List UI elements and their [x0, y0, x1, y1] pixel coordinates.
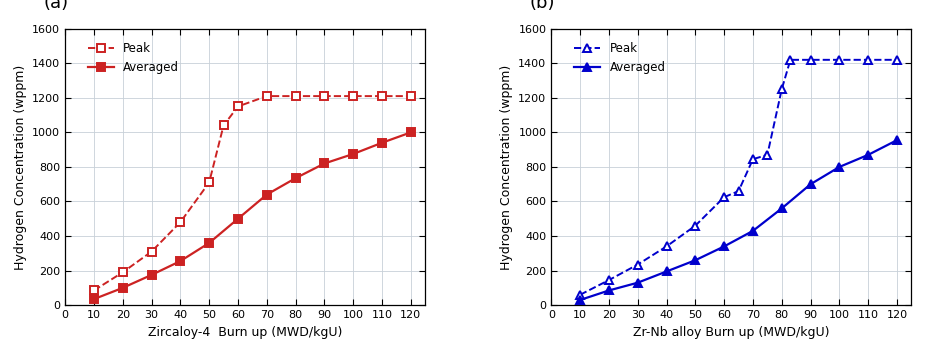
Peak: [146, 250, 157, 254]
Averaged: [748, 229, 759, 233]
Text: (a): (a): [44, 0, 69, 12]
Peak: [604, 278, 615, 282]
Peak: [762, 153, 773, 157]
Averaged: [863, 153, 874, 157]
Line: Peak: Peak: [90, 92, 415, 294]
Averaged: [405, 130, 417, 135]
Peak: [290, 94, 301, 98]
Peak: [863, 58, 874, 62]
Averaged: [777, 206, 788, 210]
Peak: [834, 58, 845, 62]
Averaged: [805, 182, 817, 186]
Y-axis label: Hydrogen Concentration (wppm): Hydrogen Concentration (wppm): [14, 64, 27, 270]
Averaged: [661, 269, 672, 274]
Peak: [575, 293, 586, 297]
Peak: [218, 123, 229, 128]
Averaged: [377, 141, 388, 145]
Peak: [892, 58, 903, 62]
Peak: [690, 224, 701, 228]
Averaged: [232, 216, 244, 221]
Text: (b): (b): [530, 0, 555, 12]
Y-axis label: Hydrogen Concentration (wppm): Hydrogen Concentration (wppm): [499, 64, 512, 270]
Peak: [261, 94, 272, 98]
Averaged: [204, 241, 215, 245]
Peak: [377, 94, 388, 98]
Peak: [785, 58, 796, 62]
Peak: [777, 87, 788, 91]
Peak: [232, 104, 244, 109]
Averaged: [719, 244, 730, 248]
Peak: [117, 270, 128, 275]
Averaged: [319, 161, 330, 165]
Peak: [405, 94, 417, 98]
Averaged: [892, 138, 903, 142]
Legend: Peak, Averaged: Peak, Averaged: [569, 37, 671, 78]
Peak: [748, 157, 759, 161]
Peak: [348, 94, 359, 98]
Peak: [88, 288, 100, 293]
Averaged: [290, 176, 301, 180]
X-axis label: Zircaloy-4  Burn up (MWD/kgU): Zircaloy-4 Burn up (MWD/kgU): [148, 326, 342, 339]
Averaged: [146, 273, 157, 277]
X-axis label: Zr-Nb alloy Burn up (MWD/kgU): Zr-Nb alloy Burn up (MWD/kgU): [633, 326, 830, 339]
Averaged: [834, 165, 845, 169]
Peak: [719, 195, 730, 199]
Averaged: [175, 259, 186, 263]
Line: Peak: Peak: [577, 56, 901, 299]
Averaged: [117, 286, 128, 290]
Peak: [204, 180, 215, 185]
Averaged: [348, 152, 359, 156]
Peak: [632, 262, 644, 267]
Averaged: [632, 280, 644, 285]
Line: Averaged: Averaged: [577, 136, 901, 304]
Line: Averaged: Averaged: [90, 129, 415, 303]
Averaged: [604, 288, 615, 293]
Peak: [175, 220, 186, 224]
Peak: [805, 58, 817, 62]
Averaged: [261, 192, 272, 197]
Peak: [661, 244, 672, 248]
Averaged: [690, 258, 701, 262]
Legend: Peak, Averaged: Peak, Averaged: [83, 37, 184, 78]
Averaged: [575, 298, 586, 302]
Peak: [319, 94, 330, 98]
Averaged: [88, 297, 100, 301]
Peak: [733, 189, 744, 193]
